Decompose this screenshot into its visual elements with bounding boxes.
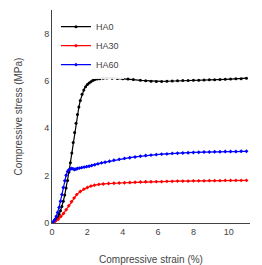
svg-text:8: 8 <box>191 227 196 237</box>
svg-text:HA60: HA60 <box>96 60 119 70</box>
svg-text:2: 2 <box>44 171 49 181</box>
svg-text:8: 8 <box>44 29 49 39</box>
svg-text:4: 4 <box>120 227 125 237</box>
svg-text:0: 0 <box>49 227 54 237</box>
svg-text:6: 6 <box>44 76 49 86</box>
svg-text:HA30: HA30 <box>96 41 119 51</box>
svg-text:10: 10 <box>224 227 234 237</box>
svg-text:HA0: HA0 <box>96 22 114 32</box>
svg-text:0: 0 <box>44 218 49 228</box>
svg-text:2: 2 <box>85 227 90 237</box>
svg-text:Compressive strain (%): Compressive strain (%) <box>99 254 203 265</box>
svg-text:Compressive stress (MPa): Compressive stress (MPa) <box>13 58 24 176</box>
svg-text:6: 6 <box>156 227 161 237</box>
svg-text:4: 4 <box>44 123 49 133</box>
